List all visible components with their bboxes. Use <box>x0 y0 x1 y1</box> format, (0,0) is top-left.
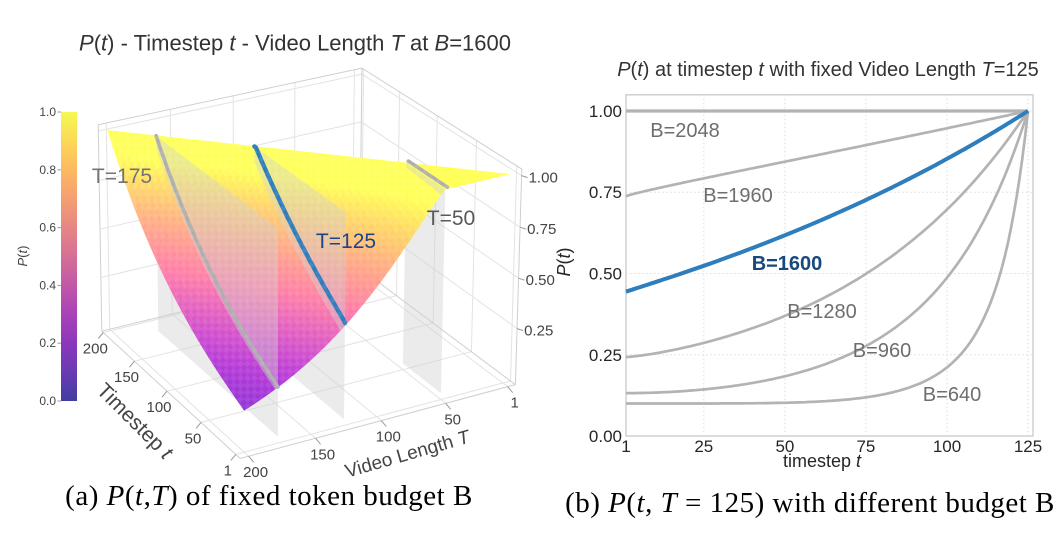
svg-text:P(t): P(t) <box>15 246 30 267</box>
svg-text:B=1960: B=1960 <box>703 185 773 207</box>
svg-text:0.75: 0.75 <box>589 183 622 202</box>
svg-text:0.75: 0.75 <box>527 221 556 238</box>
svg-text:150: 150 <box>310 446 335 463</box>
svg-text:B=1600: B=1600 <box>752 253 823 275</box>
svg-text:1.00: 1.00 <box>589 102 622 121</box>
svg-text:B=1280: B=1280 <box>787 301 857 323</box>
svg-text:50: 50 <box>775 437 794 456</box>
svg-text:75: 75 <box>856 437 875 456</box>
svg-text:50: 50 <box>185 430 202 447</box>
svg-text:B=2048: B=2048 <box>650 120 720 142</box>
svg-text:50: 50 <box>444 411 461 428</box>
svg-text:1: 1 <box>621 437 630 456</box>
svg-text:B=960: B=960 <box>853 340 911 362</box>
svg-text:200: 200 <box>243 464 268 481</box>
svg-text:T=175: T=175 <box>92 165 152 188</box>
svg-text:100: 100 <box>933 437 961 456</box>
svg-text:(b) P(t, T = 125) with differe: (b) P(t, T = 125) with different budget … <box>565 487 1055 519</box>
svg-text:P(t): P(t) <box>554 247 574 276</box>
svg-text:T=50: T=50 <box>427 207 475 230</box>
svg-text:0.8: 0.8 <box>39 163 56 177</box>
svg-text:P(t) at timestep t with fixed: P(t) at timestep t with fixed Video Leng… <box>617 59 1039 81</box>
svg-text:(a) P(t,T) of fixed token budg: (a) P(t,T) of fixed token budget B <box>65 480 473 512</box>
svg-text:0.25: 0.25 <box>524 323 553 340</box>
svg-text:0.50: 0.50 <box>526 272 555 289</box>
svg-text:1.00: 1.00 <box>529 170 558 187</box>
svg-text:100: 100 <box>376 429 401 446</box>
svg-text:0.25: 0.25 <box>589 346 622 365</box>
svg-text:1.0: 1.0 <box>39 105 56 119</box>
svg-text:P(t) - Timestep t - Video Leng: P(t) - Timestep t - Video Length T at B=… <box>79 31 511 56</box>
svg-text:25: 25 <box>694 437 713 456</box>
svg-text:1: 1 <box>511 395 519 412</box>
svg-text:0.2: 0.2 <box>39 336 56 350</box>
svg-text:0.4: 0.4 <box>39 278 56 292</box>
svg-text:125: 125 <box>1014 437 1042 456</box>
svg-text:B=640: B=640 <box>923 384 981 406</box>
svg-text:100: 100 <box>146 399 171 416</box>
svg-text:T=125: T=125 <box>316 230 376 253</box>
svg-text:0.50: 0.50 <box>589 265 622 284</box>
svg-text:150: 150 <box>114 369 139 386</box>
svg-text:1: 1 <box>224 462 232 479</box>
svg-text:200: 200 <box>83 341 108 358</box>
svg-text:timestep t: timestep t <box>783 451 862 471</box>
svg-text:0.00: 0.00 <box>589 427 622 446</box>
svg-text:0.0: 0.0 <box>39 394 56 408</box>
svg-text:0.6: 0.6 <box>39 221 56 235</box>
